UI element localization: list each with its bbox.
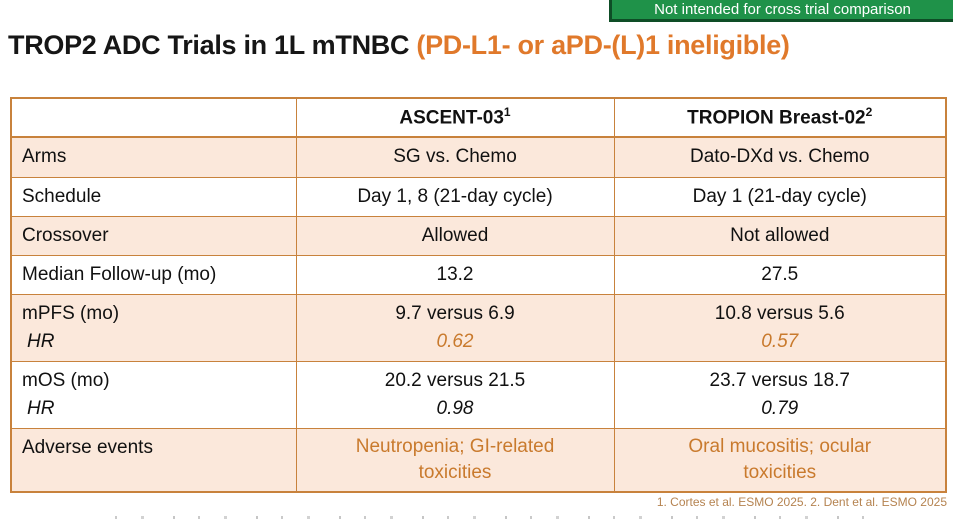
crossover-label-cell: Crossover <box>10 215 297 256</box>
crossover-ascent-cell: Allowed <box>295 215 615 256</box>
mpfs-tropion-hr: 0.57 <box>761 330 799 352</box>
slide-title-main: TROP2 ADC Trials in 1L mTNBC <box>8 30 410 60</box>
table-row-arms: Arms SG vs. Chemo Dato-DXd vs. Chemo <box>10 136 947 178</box>
schedule-label-cell: Schedule <box>10 176 297 217</box>
adverse-tropion-cell: Oral mucositis; ocular toxicities <box>613 427 947 493</box>
table-row-mpfs: mPFS (mo) HR 9.7 versus 6.9 0.62 10.8 ve… <box>10 293 947 362</box>
tropion-label: TROPION Breast-02 <box>687 107 866 129</box>
mos-label-cell: mOS (mo) HR <box>10 360 297 429</box>
table-header-row: ASCENT-031 TROPION Breast-022 <box>10 97 947 138</box>
crossover-tropion-cell: Not allowed <box>613 215 947 256</box>
reference-citation: 1. Cortes et al. ESMO 2025. 2. Dent et a… <box>656 495 947 509</box>
mpfs-hr-label: HR <box>27 330 55 352</box>
table-row-adverse-events: Adverse events Neutropenia; GI-related t… <box>10 427 947 493</box>
header-ascent03-cell: ASCENT-031 <box>295 97 615 138</box>
mpfs-ascent-value: 9.7 versus 6.9 <box>395 302 515 324</box>
mos-tropion-value: 23.7 versus 18.7 <box>709 369 850 391</box>
adverse-tropion-text: Oral mucositis; ocular toxicities <box>688 435 872 483</box>
tropion-ref-superscript: 2 <box>865 105 873 120</box>
disclaimer-text: Not intended for cross trial comparison <box>654 1 911 18</box>
ascent03-label: ASCENT-03 <box>399 107 504 129</box>
mos-hr-label: HR <box>27 397 55 419</box>
mos-ascent-hr: 0.98 <box>436 397 474 419</box>
mos-tropion-cell: 23.7 versus 18.7 0.79 <box>613 360 947 429</box>
followup-ascent-cell: 13.2 <box>295 254 615 295</box>
mpfs-ascent-cell: 9.7 versus 6.9 0.62 <box>295 293 615 362</box>
trial-comparison-table: ASCENT-031 TROPION Breast-022 Arms SG vs… <box>10 97 947 493</box>
schedule-ascent-cell: Day 1, 8 (21-day cycle) <box>295 176 615 217</box>
table-row-mos: mOS (mo) HR 20.2 versus 21.5 0.98 23.7 v… <box>10 360 947 429</box>
arms-ascent-cell: SG vs. Chemo <box>295 136 615 178</box>
schedule-tropion-cell: Day 1 (21-day cycle) <box>613 176 947 217</box>
cross-trial-disclaimer-banner: Not intended for cross trial comparison <box>609 0 953 22</box>
mos-ascent-value: 20.2 versus 21.5 <box>384 369 526 391</box>
table-row-followup: Median Follow-up (mo) 13.2 27.5 <box>10 254 947 295</box>
followup-tropion-cell: 27.5 <box>613 254 947 295</box>
arms-label-cell: Arms <box>10 136 297 178</box>
mpfs-ascent-hr: 0.62 <box>436 330 474 352</box>
header-empty-cell <box>10 97 297 138</box>
mpfs-label: mPFS (mo) <box>22 302 120 324</box>
arms-tropion-cell: Dato-DXd vs. Chemo <box>613 136 947 178</box>
mos-tropion-hr: 0.79 <box>761 397 799 419</box>
mpfs-label-cell: mPFS (mo) HR <box>10 293 297 362</box>
header-tropion-cell: TROPION Breast-022 <box>613 97 947 138</box>
table-row-crossover: Crossover Allowed Not allowed <box>10 215 947 256</box>
adverse-label-cell: Adverse events <box>10 427 297 493</box>
ascent03-ref-superscript: 1 <box>503 105 511 120</box>
followup-label-cell: Median Follow-up (mo) <box>10 254 297 295</box>
mos-ascent-cell: 20.2 versus 21.5 0.98 <box>295 360 615 429</box>
mpfs-tropion-value: 10.8 versus 5.6 <box>714 302 845 324</box>
mos-label: mOS (mo) <box>22 369 110 391</box>
slide-title: TROP2 ADC Trials in 1L mTNBC (PD-L1- or … <box>8 30 790 61</box>
cutoff-footnote-fragments <box>115 516 883 519</box>
slide-title-highlight: (PD-L1- or aPD-(L)1 ineligible) <box>416 30 790 60</box>
mpfs-tropion-cell: 10.8 versus 5.6 0.57 <box>613 293 947 362</box>
adverse-ascent-text: Neutropenia; GI-related toxicities <box>355 435 555 483</box>
adverse-ascent-cell: Neutropenia; GI-related toxicities <box>295 427 615 493</box>
table-row-schedule: Schedule Day 1, 8 (21-day cycle) Day 1 (… <box>10 176 947 217</box>
